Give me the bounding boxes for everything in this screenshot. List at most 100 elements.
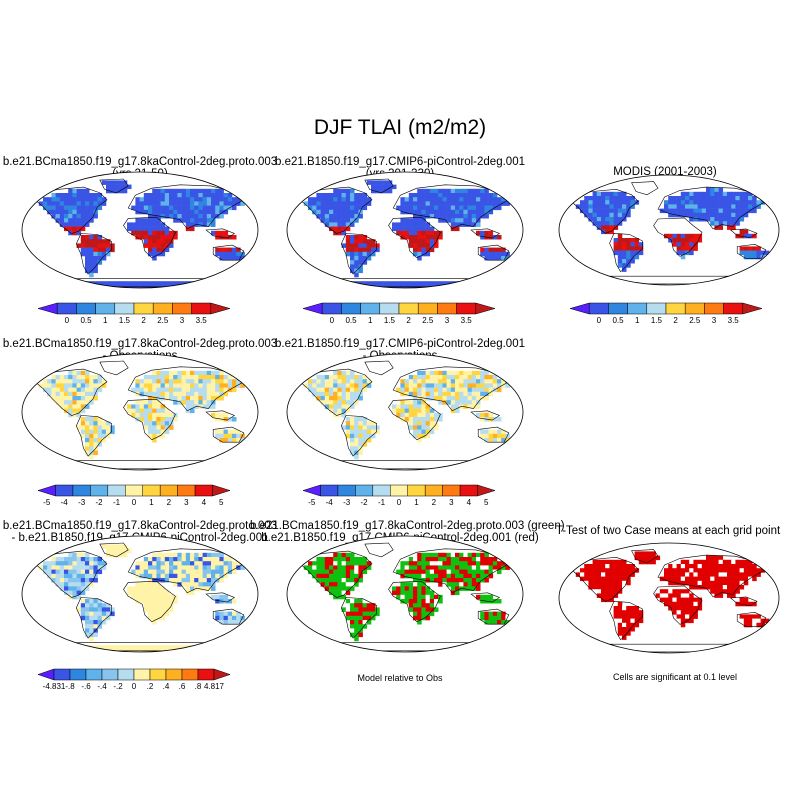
map-cell xyxy=(680,559,686,565)
map-cell xyxy=(232,620,237,625)
map-cell xyxy=(223,615,229,621)
map-cell xyxy=(89,615,94,621)
map-cell xyxy=(379,285,384,288)
map-cell xyxy=(143,573,149,579)
map-cell xyxy=(143,209,149,215)
map-cell xyxy=(152,379,157,384)
map-cell xyxy=(471,582,477,587)
map-cell xyxy=(622,580,627,586)
map-cell xyxy=(434,561,439,566)
map-cell xyxy=(358,239,363,244)
map-cell xyxy=(505,433,510,439)
map-cell xyxy=(139,379,145,384)
map-cell xyxy=(211,569,216,575)
map-cell xyxy=(471,569,477,575)
map-cell xyxy=(689,238,694,243)
map-cell xyxy=(429,408,435,414)
map-cell xyxy=(425,557,431,562)
map-cell xyxy=(601,191,606,197)
map-cell xyxy=(59,205,65,211)
map-cell xyxy=(345,247,351,253)
map-cell xyxy=(350,620,355,625)
map-cell xyxy=(215,197,220,202)
map-cell xyxy=(609,200,614,205)
map-cell xyxy=(89,611,94,617)
map-cell xyxy=(329,383,334,388)
map-cell xyxy=(596,217,602,222)
map-cell xyxy=(143,425,149,430)
map-cell xyxy=(156,557,161,562)
map-cell xyxy=(429,578,435,583)
map-cell xyxy=(135,412,140,418)
map-cell xyxy=(425,188,431,194)
map-cell xyxy=(392,586,397,591)
map-cell xyxy=(345,222,351,227)
map-cell xyxy=(613,568,619,573)
map-cell xyxy=(480,565,485,570)
map-cell xyxy=(181,375,187,380)
map-cell xyxy=(312,197,317,202)
map-cell xyxy=(89,569,94,575)
map-cell xyxy=(85,193,90,198)
map-cell xyxy=(387,184,393,190)
map-cell xyxy=(127,645,132,650)
map-cell xyxy=(467,565,473,570)
map-cell xyxy=(110,188,115,194)
map-cell xyxy=(685,242,690,247)
map-cell xyxy=(459,569,464,575)
map-cell xyxy=(181,218,187,223)
map-cell xyxy=(320,582,326,587)
map-cell xyxy=(97,429,103,435)
coastline-australia xyxy=(736,243,767,259)
map-cell xyxy=(387,180,393,185)
map-cell xyxy=(55,582,61,587)
map-cell xyxy=(156,226,161,232)
map-cell xyxy=(350,573,355,579)
map-cell xyxy=(139,645,145,650)
map-cell xyxy=(756,614,761,619)
map-cell xyxy=(148,421,153,426)
map-cell xyxy=(421,603,426,608)
map-cell xyxy=(101,201,107,206)
map-cell xyxy=(592,580,598,586)
map-cell xyxy=(345,578,351,583)
map-cell xyxy=(617,601,623,607)
map-cell xyxy=(358,379,363,384)
map-cell xyxy=(337,569,342,575)
map-cell xyxy=(366,201,372,206)
map-cell xyxy=(689,559,694,565)
map-cell xyxy=(459,383,464,388)
map-cell xyxy=(198,209,203,215)
map-cell xyxy=(316,391,321,397)
map-cell xyxy=(455,370,460,376)
map-cell xyxy=(185,408,191,414)
map-cell xyxy=(85,561,90,566)
map-cell xyxy=(160,429,166,435)
map-cell xyxy=(396,590,401,596)
map-cell xyxy=(206,197,212,202)
map-cell xyxy=(592,589,598,594)
map-cell xyxy=(743,250,749,256)
map-cell xyxy=(362,557,368,562)
map-cell xyxy=(177,400,182,405)
map-cell xyxy=(85,391,90,397)
map-cell xyxy=(459,205,464,211)
colorbar-tick-label: -3 xyxy=(343,498,351,507)
map-cell xyxy=(206,218,212,223)
map-cell xyxy=(206,400,212,405)
map-cell xyxy=(354,620,359,625)
map-cell xyxy=(350,586,355,591)
map-cell xyxy=(89,582,94,587)
map-cell xyxy=(236,429,241,435)
map-cell xyxy=(362,429,368,435)
map-cell xyxy=(425,586,431,591)
map-cell xyxy=(434,412,439,418)
map-cell xyxy=(434,235,439,240)
map-cell xyxy=(76,226,82,232)
map-cell xyxy=(181,383,187,388)
map-cell xyxy=(354,209,359,215)
map-cell xyxy=(400,391,405,397)
map-cell xyxy=(425,433,431,439)
map-cell xyxy=(333,193,338,198)
map-cell xyxy=(501,197,506,202)
